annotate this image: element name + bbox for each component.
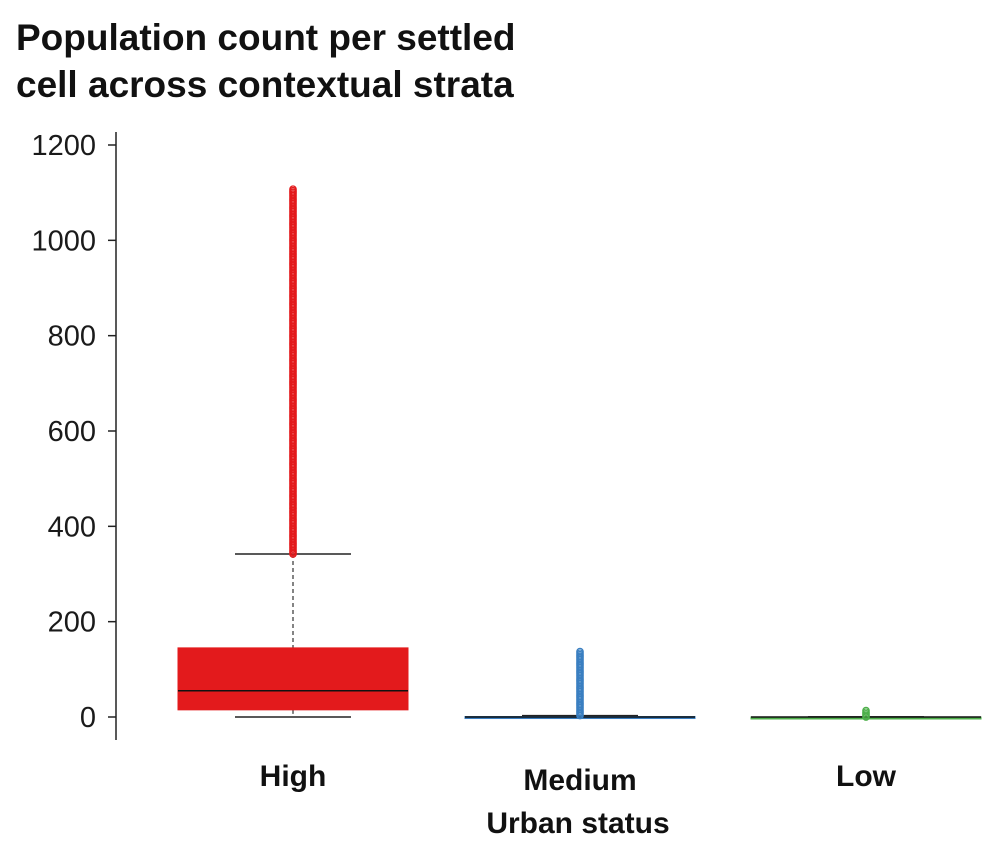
y-axis: 0 200 400 600 800 1000 1200 [31, 130, 117, 740]
y-tick-label: 600 [48, 416, 96, 448]
outlier-point [289, 185, 297, 194]
x-axis-labels: High Medium Low [260, 760, 897, 797]
chart-title-line-2: cell across contextual strata [16, 64, 514, 105]
y-tick-label: 1200 [31, 130, 96, 162]
y-tick-label: 800 [48, 321, 96, 353]
x-tick-label-low: Low [836, 760, 897, 793]
y-tick-label: 200 [48, 607, 96, 639]
x-axis-title: Urban status [486, 807, 669, 840]
boxplot-groups [177, 185, 982, 721]
boxplot-medium [464, 647, 696, 720]
outlier-point [576, 647, 584, 656]
chart-title: Population count per settled cell across… [16, 14, 656, 108]
boxplot-low [750, 706, 982, 721]
y-tick-label: 400 [48, 511, 96, 543]
y-tick-label: 0 [80, 702, 96, 734]
x-tick-label-medium: Medium [523, 764, 636, 797]
y-tick-label: 1000 [31, 225, 96, 257]
boxplot-high [177, 185, 409, 718]
chart-title-line-1: Population count per settled [16, 17, 516, 58]
outlier-point [862, 706, 870, 715]
box [177, 647, 409, 711]
x-tick-label-high: High [260, 760, 327, 793]
